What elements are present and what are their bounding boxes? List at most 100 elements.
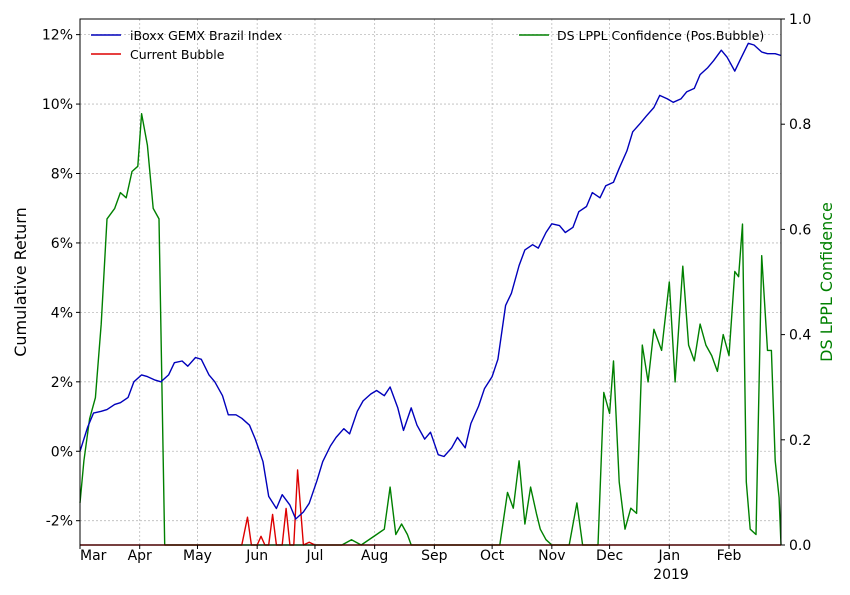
data-point <box>576 502 577 503</box>
data-point <box>276 508 277 509</box>
data-point <box>513 508 514 509</box>
data-point <box>160 381 161 382</box>
series-line <box>79 42 782 520</box>
data-point <box>137 166 138 167</box>
legend-label-current-bubble: Current Bubble <box>130 47 225 62</box>
data-point <box>675 381 676 382</box>
data-point <box>411 407 412 408</box>
data-point <box>740 58 741 59</box>
data-point <box>106 218 107 219</box>
data-point <box>540 529 541 530</box>
data-point <box>384 395 385 396</box>
left-axis: -2% 0% 2% 4% 6% 8% 10% 12% <box>42 28 80 530</box>
data-point <box>653 107 654 108</box>
data-point <box>507 492 508 493</box>
data-point <box>742 224 743 225</box>
right-tick-label: 0.0 <box>789 538 811 554</box>
data-point <box>174 362 175 363</box>
data-point <box>214 381 215 382</box>
data-point <box>559 225 560 226</box>
data-point <box>282 494 283 495</box>
data-point <box>750 529 751 530</box>
data-point <box>603 392 604 393</box>
data-point <box>195 357 196 358</box>
data-point <box>746 481 747 482</box>
data-point <box>613 182 614 183</box>
data-point <box>131 171 132 172</box>
data-point <box>158 218 159 219</box>
data-point <box>519 265 520 266</box>
data-point <box>147 376 148 377</box>
data-point <box>532 244 533 245</box>
data-point <box>297 469 298 470</box>
data-point <box>700 324 701 325</box>
data-point <box>407 534 408 535</box>
data-point <box>187 366 188 367</box>
data-point <box>717 371 718 372</box>
data-point <box>114 404 115 405</box>
data-point <box>530 487 531 488</box>
data-point <box>640 123 641 124</box>
data-point <box>357 411 358 412</box>
legend-left: iBoxx GEMX Brazil Index Current Bubble <box>91 28 282 62</box>
x-tick-label: Jun <box>245 548 268 564</box>
legend-label-iboxx: iBoxx GEMX Brazil Index <box>130 28 282 43</box>
data-point <box>330 445 331 446</box>
data-point <box>497 359 498 360</box>
data-point <box>538 248 539 249</box>
right-tick-label: 1.0 <box>789 12 811 28</box>
data-point <box>648 381 649 382</box>
x-tick-label: Aug <box>361 548 388 564</box>
data-point <box>619 168 620 169</box>
data-point <box>632 131 633 132</box>
x-axis: Mar Apr May Jun Jul Aug Sep Oct Nov Dec Jan Feb <box>79 545 742 564</box>
data-point <box>767 350 768 351</box>
data-point <box>272 514 273 515</box>
right-axis-label: DS LPPL Confidence <box>817 202 836 362</box>
right-tick-label: 0.8 <box>789 117 811 133</box>
left-tick-label: 6% <box>51 236 73 252</box>
data-point <box>390 487 391 488</box>
data-point <box>376 390 377 391</box>
data-point <box>609 413 610 414</box>
data-point <box>451 447 452 448</box>
data-point <box>636 513 637 514</box>
data-point <box>295 518 296 519</box>
data-point <box>492 376 493 377</box>
data-point <box>424 439 425 440</box>
data-point <box>289 505 290 506</box>
data-point <box>416 425 417 426</box>
data-point <box>370 393 371 394</box>
data-point <box>376 534 377 535</box>
data-point <box>126 197 127 198</box>
data-point <box>519 460 520 461</box>
data-point <box>753 44 754 45</box>
left-tick-label: 8% <box>51 167 73 183</box>
data-point <box>201 359 202 360</box>
data-point <box>661 350 662 351</box>
data-point <box>120 402 121 403</box>
data-point <box>707 67 708 68</box>
data-point <box>775 460 776 461</box>
data-point <box>249 425 250 426</box>
data-point <box>309 503 310 504</box>
data-point <box>390 386 391 387</box>
data-point <box>128 397 129 398</box>
data-point <box>114 208 115 209</box>
data-point <box>153 208 154 209</box>
data-point <box>599 197 600 198</box>
data-point <box>208 374 209 375</box>
data-point <box>101 324 102 325</box>
data-point <box>403 430 404 431</box>
data-point <box>182 360 183 361</box>
data-point <box>478 406 479 407</box>
data-point <box>316 480 317 481</box>
plot-frame <box>79 18 782 546</box>
data-point <box>686 91 687 92</box>
data-point <box>669 281 670 282</box>
data-point <box>605 185 606 186</box>
data-point <box>438 454 439 455</box>
data-point <box>93 413 94 414</box>
data-point <box>578 211 579 212</box>
